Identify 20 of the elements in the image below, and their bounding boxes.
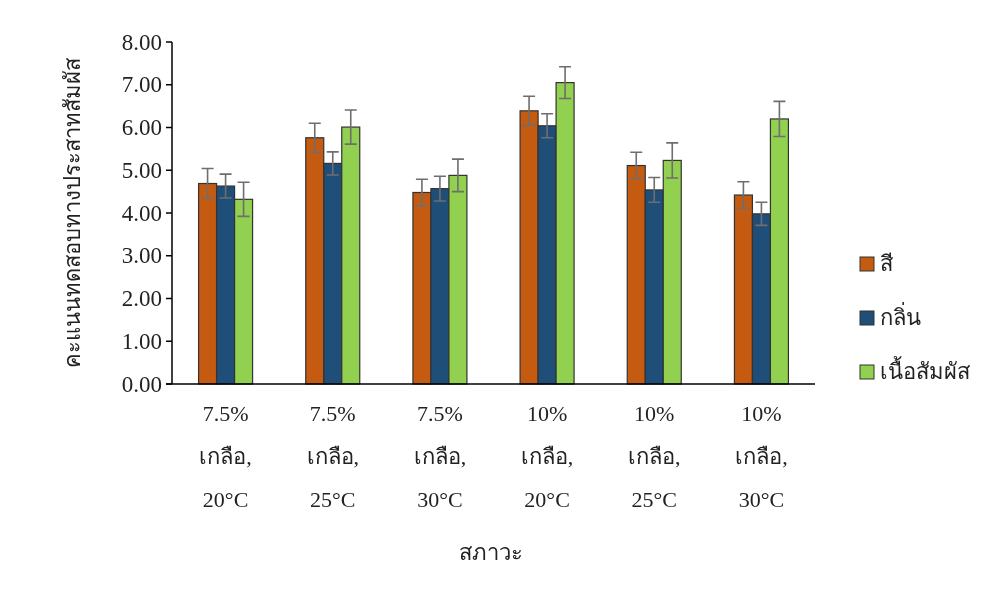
y-tick-label: 7.00 <box>121 72 162 98</box>
x-tick-label: 10% เกลือ, 30°C <box>735 401 788 512</box>
y-tick-label: 6.00 <box>121 115 162 140</box>
y-tick-label: 3.00 <box>121 243 162 269</box>
y-axis-title: คะแนนทดสอบทางประสาทสัมผัส <box>60 57 85 368</box>
legend-label: กลิ่น <box>880 302 921 330</box>
y-tick-label: 8.00 <box>121 29 162 55</box>
y-tick-label: 2.00 <box>121 286 162 311</box>
x-tick-label: 7.5% เกลือ, 30°C <box>413 401 467 512</box>
y-tick-label: 4.00 <box>121 200 162 226</box>
y-tick-label: 1.00 <box>121 328 162 354</box>
y-tick-label: 5.00 <box>121 157 162 183</box>
y-tick-label: 0.00 <box>121 371 162 397</box>
x-tick-label: 7.5% เกลือ, 25°C <box>306 401 359 512</box>
x-tick-label: 10% เกลือ, 20°C <box>520 401 574 512</box>
x-axis-title: สภาวะ <box>458 540 523 565</box>
legend-label: เนื้อสัมผัส <box>880 356 971 384</box>
x-tick-label: 10% เกลือ, 25°C <box>628 401 681 512</box>
legend-label: สี <box>880 251 894 276</box>
x-tick-label: 7.5% เกลือ, 20°C <box>199 401 252 512</box>
